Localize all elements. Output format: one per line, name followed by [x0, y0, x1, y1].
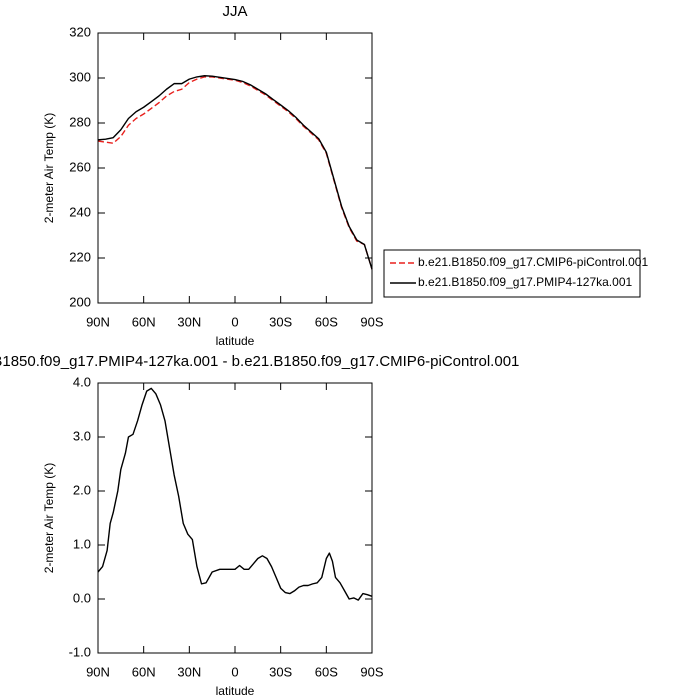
y-tick-label: 200 — [69, 294, 91, 309]
y-tick-label: 260 — [69, 159, 91, 174]
x-tick-label: 60N — [132, 664, 156, 679]
legend-box — [383, 249, 641, 298]
x-tick-label: 90N — [86, 314, 110, 329]
x-tick-label: 30S — [269, 314, 292, 329]
x-tick-label: 30N — [177, 664, 201, 679]
chart-title: JJA — [222, 3, 247, 20]
chart-title: b.e21.B1850.f09_g17.PMIP4-127ka.001 - b.… — [0, 353, 519, 370]
x-tick-label: 60S — [315, 314, 338, 329]
y-axis-label: 2-meter Air Temp (K) — [42, 463, 56, 573]
x-axis-label: latitude — [216, 684, 255, 698]
y-tick-label: 280 — [69, 114, 91, 129]
y-tick-label: 0.0 — [73, 590, 91, 605]
y-tick-label: 3.0 — [73, 428, 91, 443]
x-axis-label: latitude — [216, 334, 255, 348]
y-axis-label: 2-meter Air Temp (K) — [42, 113, 56, 223]
y-tick-label: 300 — [69, 69, 91, 84]
x-tick-label: 0 — [231, 664, 238, 679]
y-tick-label: 320 — [69, 24, 91, 39]
y-tick-label: 240 — [69, 204, 91, 219]
y-tick-label: 1.0 — [73, 536, 91, 551]
x-tick-label: 90N — [86, 664, 110, 679]
y-tick-label: 220 — [69, 249, 91, 264]
x-tick-label: 90S — [360, 664, 383, 679]
data-line — [97, 75, 373, 270]
legend-label: b.e21.B1850.f09_g17.PMIP4-127ka.001 — [418, 275, 632, 289]
x-tick-label: 30S — [269, 664, 292, 679]
x-tick-label: 0 — [231, 314, 238, 329]
x-tick-label: 90S — [360, 314, 383, 329]
y-tick-label: 4.0 — [73, 374, 91, 389]
legend-label: b.e21.B1850.f09_g17.CMIP6-piControl.001 — [418, 255, 648, 269]
x-tick-label: 60N — [132, 314, 156, 329]
x-tick-label: 60S — [315, 664, 338, 679]
plot-frame — [97, 382, 373, 654]
data-line — [97, 76, 373, 270]
x-tick-label: 30N — [177, 314, 201, 329]
data-line — [97, 387, 373, 601]
y-tick-label: 2.0 — [73, 482, 91, 497]
y-tick-label: -1.0 — [69, 644, 91, 659]
